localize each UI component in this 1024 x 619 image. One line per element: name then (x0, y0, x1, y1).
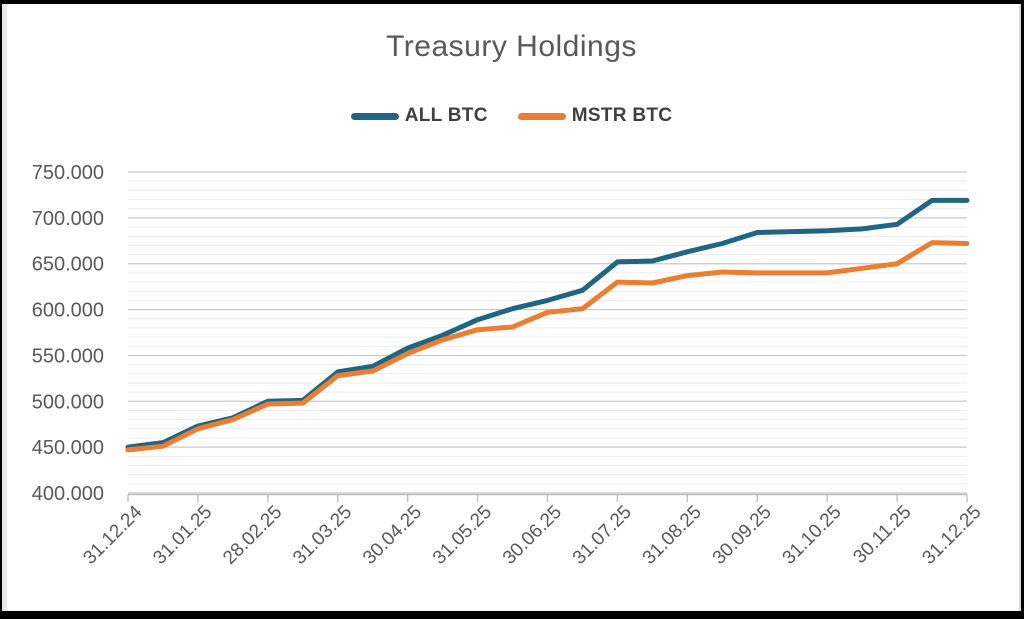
svg-text:31.01.25: 31.01.25 (149, 502, 216, 569)
svg-text:31.12.24: 31.12.24 (79, 501, 146, 568)
svg-text:700.000: 700.000 (32, 208, 104, 230)
legend-label-mstr-btc: MSTR BTC (571, 105, 673, 126)
legend-item-all-btc[interactable]: ALL BTC (350, 105, 488, 127)
svg-text:600.000: 600.000 (32, 300, 104, 322)
chart-card: Treasury Holdings ALL BTC MSTR BTC 400.0… (2, 4, 1021, 611)
svg-text:500.000: 500.000 (32, 391, 104, 413)
mstr-btc-line-swatch (517, 112, 566, 120)
svg-text:400.000: 400.000 (32, 483, 104, 505)
svg-text:31.10.25: 31.10.25 (779, 502, 846, 569)
card-right-edge (1019, 4, 1021, 611)
legend-label-all-btc: ALL BTC (404, 105, 488, 126)
card-left-edge (2, 4, 7, 611)
svg-text:30.04.25: 30.04.25 (359, 502, 426, 569)
chart-title: Treasury Holdings (386, 30, 637, 63)
svg-text:31.08.25: 31.08.25 (639, 502, 706, 569)
svg-text:28.02.25: 28.02.25 (219, 502, 286, 569)
all-btc-line-swatch (350, 112, 399, 120)
svg-text:30.11.25: 30.11.25 (849, 502, 915, 568)
svg-text:31.03.25: 31.03.25 (289, 502, 356, 569)
svg-text:650.000: 650.000 (32, 254, 104, 276)
svg-text:30.09.25: 30.09.25 (709, 502, 776, 569)
legend-item-mstr-btc[interactable]: MSTR BTC (517, 105, 673, 127)
svg-text:30.06.25: 30.06.25 (499, 502, 566, 569)
svg-text:31.12.25: 31.12.25 (918, 502, 985, 569)
svg-text:750.000: 750.000 (32, 162, 104, 184)
chart-legend: ALL BTC MSTR BTC (2, 105, 1021, 127)
svg-text:550.000: 550.000 (32, 345, 104, 367)
svg-text:31.07.25: 31.07.25 (569, 502, 636, 569)
svg-text:31.05.25: 31.05.25 (429, 502, 496, 569)
svg-text:450.000: 450.000 (32, 437, 104, 459)
